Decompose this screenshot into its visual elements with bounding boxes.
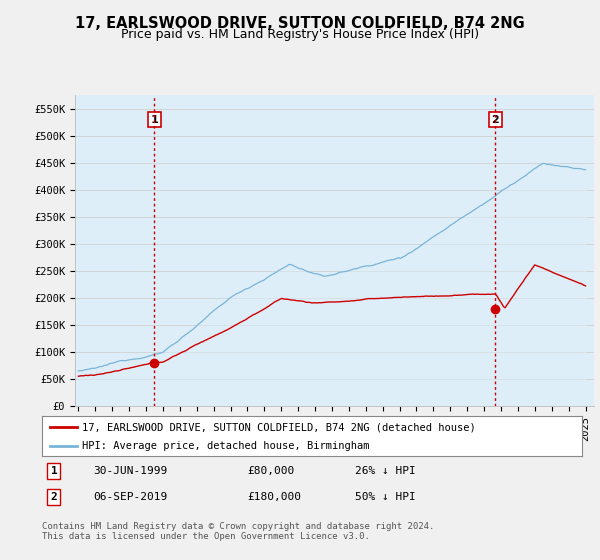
Text: HPI: Average price, detached house, Birmingham: HPI: Average price, detached house, Birm… [83, 441, 370, 451]
Text: 26% ↓ HPI: 26% ↓ HPI [355, 466, 416, 476]
Text: 30-JUN-1999: 30-JUN-1999 [94, 466, 167, 476]
Text: 2: 2 [50, 492, 57, 502]
Text: Contains HM Land Registry data © Crown copyright and database right 2024.
This d: Contains HM Land Registry data © Crown c… [42, 522, 434, 542]
Text: 17, EARLSWOOD DRIVE, SUTTON COLDFIELD, B74 2NG (detached house): 17, EARLSWOOD DRIVE, SUTTON COLDFIELD, B… [83, 422, 476, 432]
Text: 2: 2 [491, 115, 499, 124]
Text: 1: 1 [151, 115, 158, 124]
Text: 06-SEP-2019: 06-SEP-2019 [94, 492, 167, 502]
Text: 1: 1 [50, 466, 57, 476]
Text: £80,000: £80,000 [247, 466, 295, 476]
Text: 17, EARLSWOOD DRIVE, SUTTON COLDFIELD, B74 2NG: 17, EARLSWOOD DRIVE, SUTTON COLDFIELD, B… [75, 16, 525, 31]
Text: Price paid vs. HM Land Registry's House Price Index (HPI): Price paid vs. HM Land Registry's House … [121, 28, 479, 41]
Text: 50% ↓ HPI: 50% ↓ HPI [355, 492, 416, 502]
Text: £180,000: £180,000 [247, 492, 301, 502]
